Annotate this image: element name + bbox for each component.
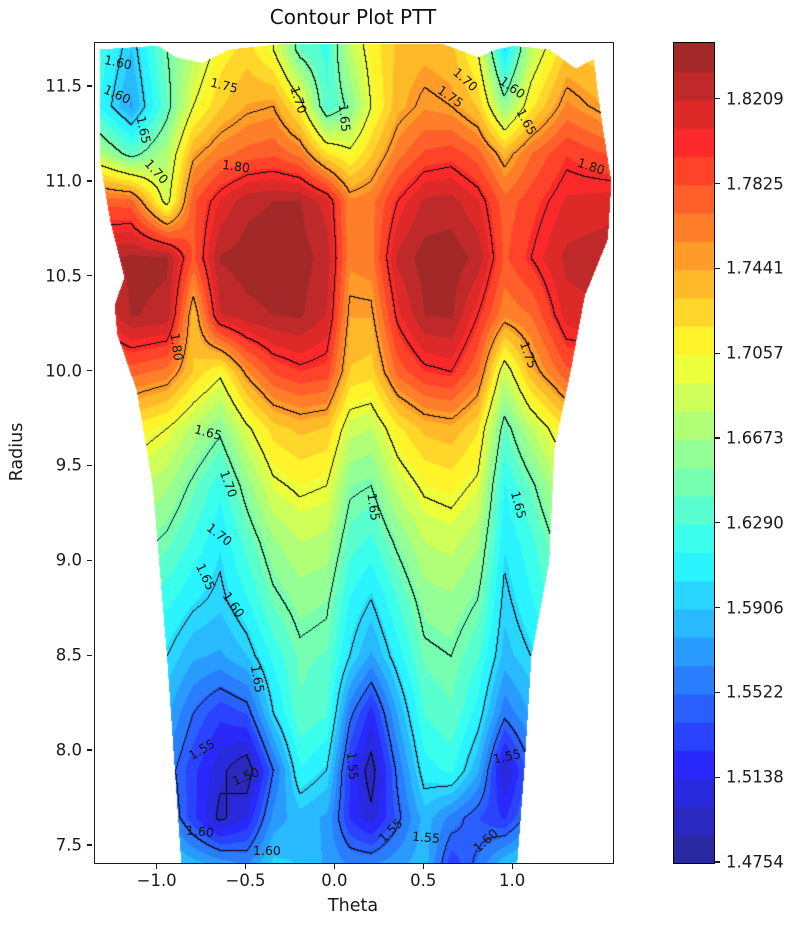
- colorbar-tick-label: 1.6673: [726, 428, 784, 448]
- y-tick-mark: [87, 85, 92, 87]
- y-tick-label: 8.0: [55, 740, 82, 760]
- colorbar-tick-label: 1.5522: [726, 682, 784, 702]
- colorbar-tick-mark: [714, 98, 720, 100]
- colorbar-tick-mark: [714, 776, 720, 778]
- contour-line-label: 1.55: [411, 828, 441, 846]
- colorbar-tick-label: 1.5906: [726, 598, 784, 618]
- colorbar-tick-mark: [714, 691, 720, 694]
- y-tick-label: 9.5: [55, 455, 82, 475]
- plot-area: 1.60 1.60 1.65 1.70 1.75 1.80 1.70 1.65 1.75 1.70…: [94, 42, 614, 864]
- contour-line-label: 1.65: [364, 491, 384, 522]
- x-tick-mark: [156, 864, 158, 869]
- x-tick-label: 0.0: [321, 871, 348, 890]
- y-tick-label: 7.5: [55, 835, 82, 855]
- colorbar-tick-mark: [714, 861, 720, 863]
- y-tick-mark: [87, 464, 92, 467]
- x-tick-label: 1.0: [499, 871, 526, 890]
- colorbar-tick-mark: [714, 352, 720, 354]
- plot-title: Contour Plot PTT: [269, 5, 437, 29]
- x-tick-mark: [422, 864, 424, 869]
- contour-plot-canvas: [95, 43, 613, 863]
- colorbar-tick-mark: [714, 267, 720, 270]
- colorbar-tick-label: 1.6290: [726, 513, 784, 533]
- y-tick-label: 8.5: [55, 645, 82, 665]
- colorbar-tick-label: 1.7825: [726, 174, 784, 194]
- y-tick-mark: [87, 370, 92, 372]
- colorbar: [673, 42, 715, 864]
- y-tick-label: 10.0: [45, 361, 82, 381]
- y-tick-mark: [87, 749, 92, 751]
- colorbar-canvas: [674, 43, 714, 863]
- x-tick-mark: [333, 864, 336, 869]
- x-tick-label: −1.0: [136, 871, 177, 890]
- y-tick-mark: [87, 844, 92, 846]
- y-tick-mark: [87, 275, 92, 277]
- colorbar-tick-label: 1.7057: [726, 343, 784, 363]
- colorbar-tick-label: 1.5138: [726, 767, 784, 787]
- y-tick-label: 9.0: [55, 550, 82, 570]
- y-tick-label: 11.5: [45, 76, 82, 96]
- colorbar-tick-mark: [714, 606, 720, 609]
- contour-line-label: 1.80: [167, 332, 187, 362]
- y-tick-label: 10.5: [45, 266, 82, 286]
- y-tick-mark: [87, 559, 92, 562]
- y-tick-mark: [87, 654, 92, 656]
- colorbar-tick-mark: [714, 522, 720, 524]
- y-axis-label: Radius: [7, 422, 27, 482]
- x-tick-mark: [244, 864, 247, 869]
- x-axis-label: Theta: [327, 896, 379, 916]
- contour-line-label: 1.55: [343, 751, 362, 781]
- colorbar-tick-mark: [714, 437, 720, 439]
- colorbar-tick-label: 1.8209: [726, 89, 784, 109]
- colorbar-tick-label: 1.7441: [726, 258, 784, 278]
- contour-line-label: 1.60: [185, 822, 215, 840]
- contour-line-label: 1.65: [335, 103, 354, 133]
- colorbar-tick-label: 1.4754: [726, 852, 784, 872]
- x-tick-mark: [511, 864, 513, 869]
- x-tick-label: 0.5: [410, 871, 437, 890]
- y-tick-label: 11.0: [45, 171, 82, 191]
- x-tick-label: −0.5: [225, 871, 266, 890]
- contour-line-label: 1.60: [253, 842, 281, 858]
- y-tick-mark: [87, 180, 92, 182]
- colorbar-tick-mark: [714, 183, 720, 185]
